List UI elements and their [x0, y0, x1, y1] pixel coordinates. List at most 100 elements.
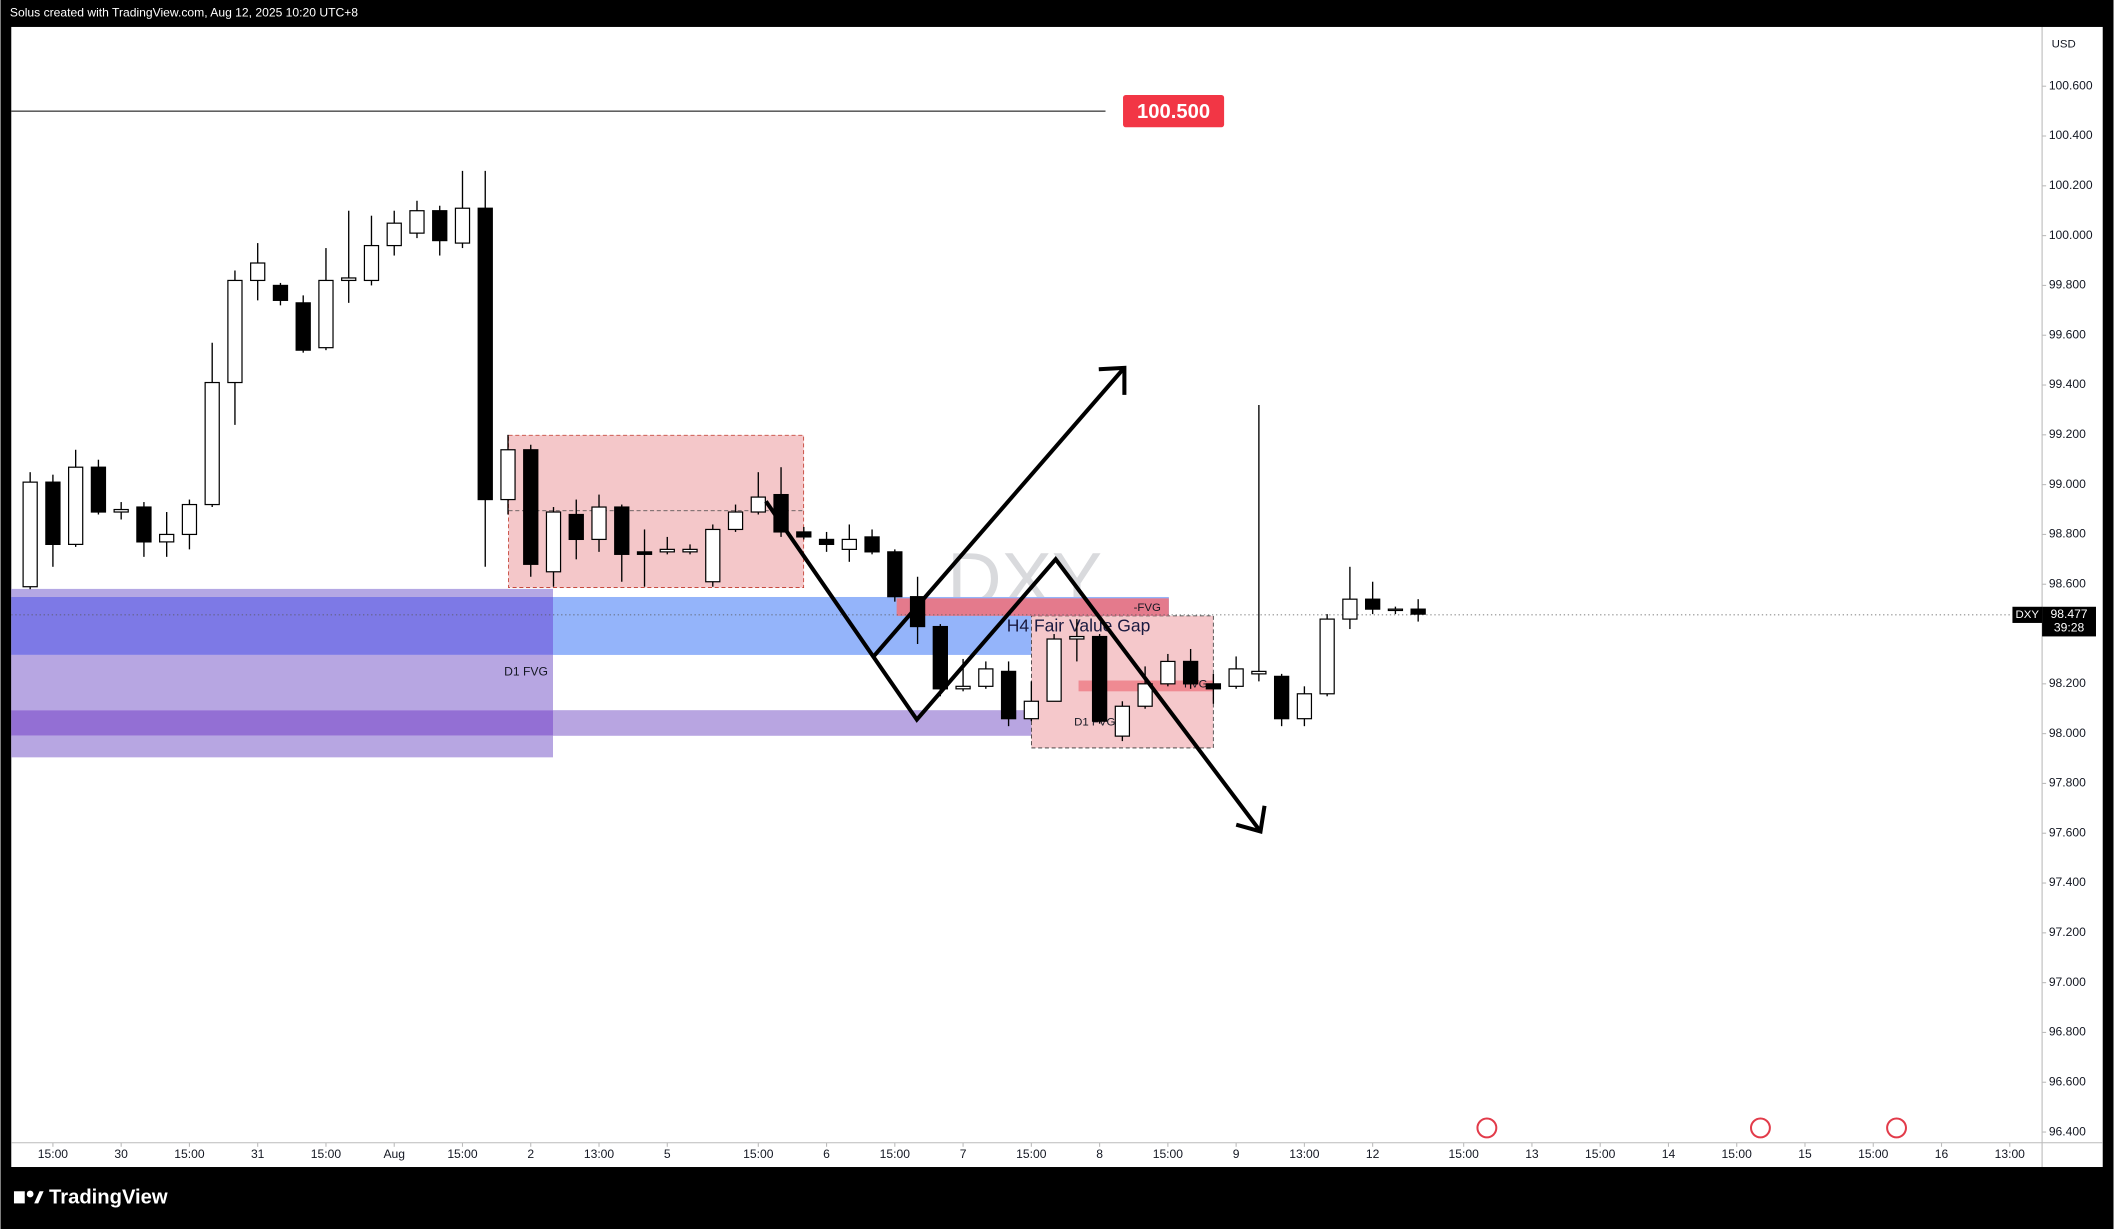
x-tick-label: 15:00 [447, 1147, 478, 1161]
candle-body [1091, 635, 1108, 722]
x-tick-label: 15:00 [1585, 1147, 1616, 1161]
candle-body [227, 279, 243, 384]
candle-body [523, 449, 539, 565]
zone [11, 654, 554, 711]
candle-body [1364, 598, 1381, 610]
symbol-tag-text: DXY [2015, 609, 2039, 621]
x-tick-label: 15:00 [1153, 1147, 1184, 1161]
events [1476, 1117, 1907, 1139]
x-tick-label: 8 [1096, 1147, 1103, 1161]
candle-body [386, 222, 402, 247]
zone [11, 596, 554, 655]
y-tick-label: 96.400 [2049, 1124, 2086, 1138]
projection-arrow [764, 500, 1263, 833]
zone [11, 710, 554, 736]
candle-body [659, 548, 675, 553]
event-icon[interactable] [1886, 1117, 1907, 1139]
candle-body [1069, 635, 1085, 640]
candle-body [1296, 693, 1313, 720]
y-tick-label: 100.000 [2049, 228, 2093, 242]
candle-body [727, 511, 744, 531]
candle-body [432, 210, 448, 242]
candle-body [636, 551, 653, 555]
candle-body [1410, 608, 1426, 615]
candle-body [1023, 700, 1040, 720]
candle-body [204, 381, 220, 506]
y-tick-label: 100.400 [2049, 128, 2093, 142]
candle-body [1387, 608, 1404, 612]
candle-body [818, 538, 835, 545]
candle-body [1000, 670, 1017, 720]
candle-body [1137, 683, 1153, 707]
candle-body [864, 536, 880, 553]
annotation: -FVG [1134, 602, 1161, 614]
x-tick-label: 16 [1935, 1147, 1949, 1161]
x-tick-label: 13 [1525, 1147, 1539, 1161]
candle-body [887, 551, 903, 598]
candle-body [113, 508, 129, 513]
x-tick-label: 2 [527, 1147, 534, 1161]
candle-body [591, 506, 607, 541]
x-tick-label: 15:00 [880, 1147, 911, 1161]
candle-body [454, 207, 471, 244]
logo [13, 1191, 25, 1204]
event-icon[interactable] [1749, 1117, 1771, 1139]
candle-body [341, 277, 357, 282]
candle-body [545, 511, 562, 573]
candle-body [1114, 705, 1131, 737]
candle-body [614, 506, 630, 555]
y-tick-label: 99.600 [2049, 327, 2086, 341]
symbol-tag [2012, 606, 2043, 623]
candle-body [181, 503, 198, 536]
zone [11, 588, 554, 597]
x-tick-label: 15 [1798, 1147, 1812, 1161]
y-tick-label: 99.000 [2049, 477, 2086, 491]
axes: 96.400 96.600 96.800 97.000 97.200 97.400 97.6… [38, 78, 2096, 1161]
x-tick-label: 9 [1233, 1147, 1240, 1161]
header-text: Solus created with TradingView.com, Aug … [10, 6, 358, 20]
x-tick-label: 6 [823, 1147, 830, 1161]
x-tick-label: 13:00 [1995, 1147, 2026, 1161]
x-tick-label: 15:00 [38, 1147, 69, 1161]
y-tick-label: 97.400 [2049, 875, 2086, 889]
candle-body [90, 466, 107, 513]
arrow-head [1235, 805, 1267, 835]
candle-body [500, 449, 516, 501]
candle-body [363, 244, 380, 282]
level-label: 100.500 [1137, 101, 1210, 123]
y-tick-label: 98.600 [2049, 576, 2086, 590]
projection-arrow [872, 367, 1125, 658]
candle-body [250, 262, 266, 282]
x-tick-label: 15:00 [174, 1147, 205, 1161]
x-tick-label: 31 [251, 1147, 265, 1161]
x-tick-label: 15:00 [1722, 1147, 1753, 1161]
currency-label: USD [2052, 39, 2076, 51]
x-tick-label: 15:00 [743, 1147, 774, 1161]
x-tick-label: 15:00 [1449, 1147, 1480, 1161]
candle-body [45, 481, 61, 545]
y-tick-label: 97.800 [2049, 776, 2086, 790]
candle-body [750, 496, 766, 513]
candle-body [932, 625, 948, 690]
y-tick-label: 100.600 [2049, 78, 2093, 92]
y-tick-label: 98.000 [2049, 726, 2086, 740]
logo [34, 1191, 44, 1204]
y-tick-label: 98.200 [2049, 676, 2086, 690]
annotation: H4 Fair Value Gap [1007, 615, 1151, 635]
candle-body [477, 207, 493, 501]
y-tick-label: 97.200 [2049, 925, 2086, 939]
candle-body [295, 302, 311, 351]
x-tick-label: 30 [114, 1147, 128, 1161]
candle-body [68, 466, 84, 545]
candle-body [955, 685, 971, 690]
candle-body [159, 533, 175, 543]
event-icon[interactable] [1476, 1117, 1498, 1139]
candle-body [22, 481, 38, 588]
x-tick-label: 5 [664, 1147, 671, 1161]
candle-body [682, 548, 698, 553]
zone [896, 598, 1169, 616]
x-tick-label: 12 [1366, 1147, 1380, 1161]
annotation: D1 FVG [504, 665, 548, 679]
candle-body [1182, 660, 1199, 685]
